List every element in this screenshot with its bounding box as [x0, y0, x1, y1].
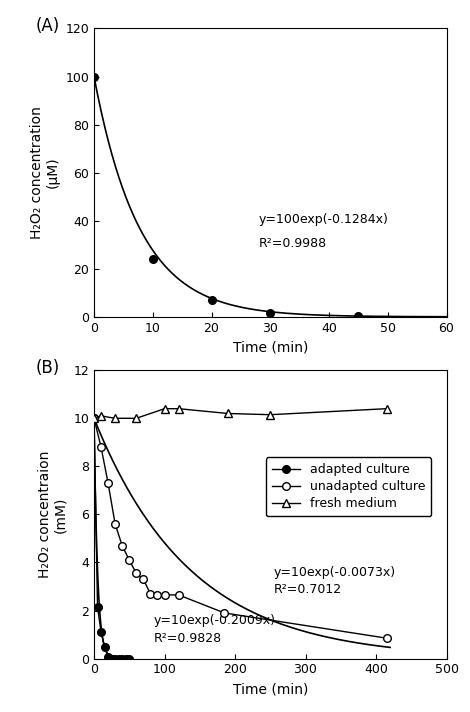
Line: fresh medium: fresh medium: [90, 404, 391, 422]
Text: R²=0.9828: R²=0.9828: [154, 632, 222, 645]
adapted culture: [109, 654, 115, 663]
Y-axis label: H₂O₂ concentraion
(mM): H₂O₂ concentraion (mM): [38, 451, 68, 578]
adapted culture: [116, 654, 121, 663]
unadapted culture: [126, 556, 132, 565]
unadapted culture: [384, 634, 389, 642]
unadapted culture: [91, 414, 97, 422]
unadapted culture: [98, 443, 104, 451]
adapted culture: [91, 414, 97, 422]
Y-axis label: H₂O₂ concentration
(μM): H₂O₂ concentration (μM): [30, 106, 60, 239]
Text: R²=0.9988: R²=0.9988: [258, 236, 327, 249]
fresh medium: [384, 404, 389, 413]
unadapted culture: [105, 479, 111, 488]
unadapted culture: [222, 609, 227, 617]
adapted culture: [112, 654, 118, 663]
fresh medium: [267, 410, 273, 419]
Text: y=10exp(-0.0073x): y=10exp(-0.0073x): [274, 566, 396, 580]
Text: y=100exp(-0.1284x): y=100exp(-0.1284x): [258, 212, 388, 226]
fresh medium: [91, 414, 97, 422]
Line: unadapted culture: unadapted culture: [90, 414, 391, 642]
Line: adapted culture: adapted culture: [90, 414, 133, 662]
adapted culture: [102, 642, 107, 651]
adapted culture: [119, 654, 125, 663]
adapted culture: [123, 654, 129, 663]
Legend: adapted culture, unadapted culture, fresh medium: adapted culture, unadapted culture, fres…: [266, 457, 431, 516]
unadapted culture: [112, 520, 118, 528]
X-axis label: Time (min): Time (min): [233, 340, 308, 355]
fresh medium: [112, 414, 118, 422]
X-axis label: Time (min): Time (min): [233, 682, 308, 696]
unadapted culture: [148, 590, 153, 598]
unadapted culture: [162, 591, 167, 600]
adapted culture: [98, 628, 104, 637]
fresh medium: [98, 412, 104, 420]
unadapted culture: [119, 541, 125, 550]
Text: (B): (B): [36, 359, 60, 377]
fresh medium: [133, 414, 139, 422]
unadapted culture: [141, 575, 146, 584]
fresh medium: [176, 404, 181, 413]
fresh medium: [225, 409, 231, 418]
Text: R²=0.7012: R²=0.7012: [274, 583, 342, 596]
unadapted culture: [176, 591, 181, 600]
unadapted culture: [155, 591, 160, 600]
Text: y=10exp(-0.2009x): y=10exp(-0.2009x): [154, 614, 276, 627]
Text: (A): (A): [36, 17, 60, 35]
adapted culture: [126, 654, 132, 663]
adapted culture: [105, 653, 111, 661]
fresh medium: [162, 404, 167, 413]
unadapted culture: [133, 569, 139, 577]
adapted culture: [95, 602, 101, 611]
